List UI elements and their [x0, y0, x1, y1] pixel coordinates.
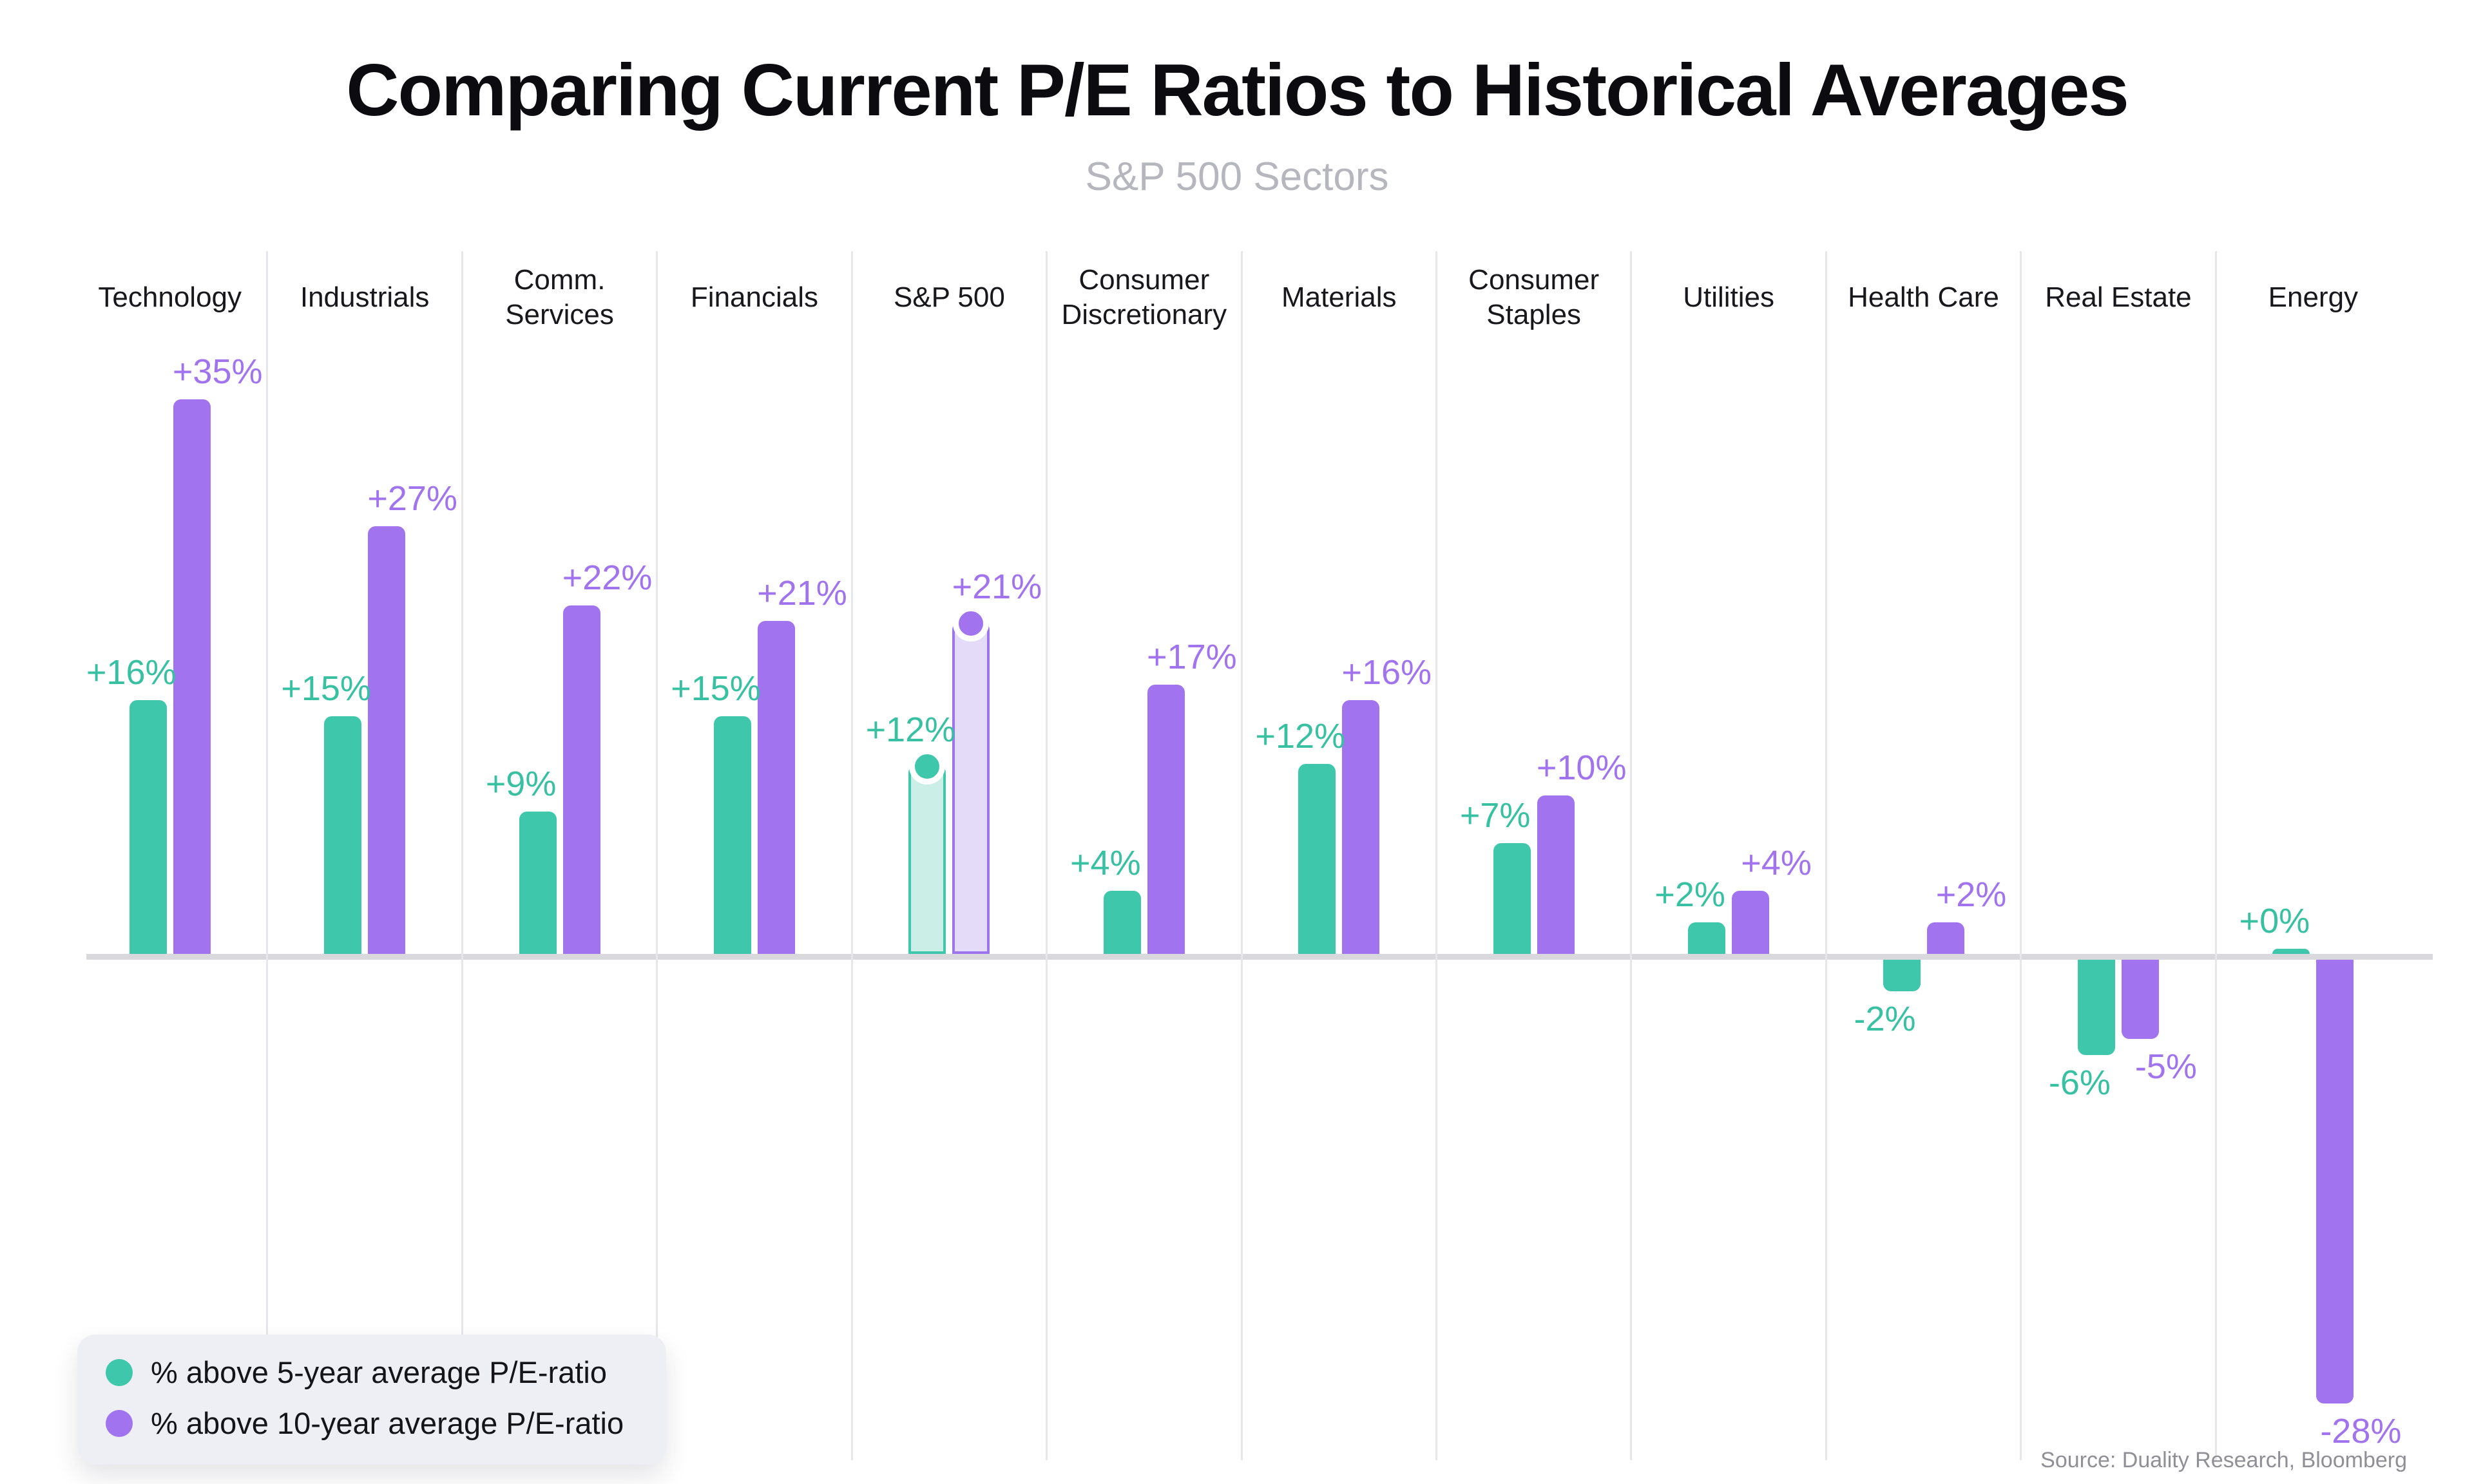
legend-item-10yr[interactable]: % above 10-year average P/E-ratio [106, 1405, 624, 1443]
zero-baseline [86, 954, 2433, 960]
category-label-financials: Financials [690, 281, 819, 314]
value-label-5yr-real-estate: -6% [2048, 1063, 2111, 1102]
category-label-real-estate: Real Estate [2045, 281, 2192, 314]
value-label-5yr-materials: +12% [1255, 717, 1346, 756]
bar-10yr-consumer-discretionary[interactable] [1147, 685, 1185, 954]
legend-label-10yr: % above 10-year average P/E-ratio [151, 1405, 624, 1440]
category-label-consumer-discretionary: Consumer Discretionary [1061, 264, 1227, 330]
bar-5yr-consumer-discretionary[interactable] [1103, 891, 1141, 954]
legend-dot-10yr-icon [106, 1410, 133, 1438]
chart-column-real-estate: Real Estate -6% -5% [2022, 251, 2217, 1460]
value-label-10yr-utilities: +4% [1741, 844, 1812, 882]
value-label-10yr-s-p-500: +21% [952, 567, 1042, 606]
bar-10yr-s-p-500[interactable] [952, 605, 990, 954]
bar-10yr-consumer-staples[interactable] [1537, 795, 1575, 954]
category-label-health-care: Health Care [1848, 281, 1999, 314]
value-label-5yr-utilities: +2% [1654, 875, 1725, 914]
bar-5yr-real-estate[interactable] [2077, 960, 2115, 1055]
category-label-industrials: Industrials [300, 281, 430, 314]
page-title: Comparing Current P/E Ratios to Historic… [346, 50, 2129, 131]
value-label-5yr-financials: +15% [671, 669, 761, 708]
bar-5yr-technology[interactable] [129, 700, 167, 954]
chart-columns: Technology +16% +35% Industrials +15% +27% Com… [73, 251, 2410, 1460]
value-label-10yr-health-care: +2% [1935, 875, 2007, 914]
value-label-10yr-industrials: +27% [367, 479, 457, 518]
bar-5yr-comm-services[interactable] [519, 812, 557, 954]
bar-5yr-financials[interactable] [713, 716, 751, 954]
category-label-technology: Technology [98, 281, 242, 314]
category-label-utilities: Utilities [1683, 281, 1774, 314]
bar-10yr-financials[interactable] [757, 621, 795, 954]
value-label-5yr-technology: +16% [86, 653, 177, 692]
chart-column-industrials: Industrials +15% +27% [268, 251, 463, 1460]
category-label-consumer-staples: Consumer Staples [1468, 264, 1600, 330]
value-label-10yr-materials: +16% [1341, 653, 1432, 692]
bar-5yr-s-p-500[interactable] [908, 748, 946, 954]
bar-5yr-industrials[interactable] [324, 716, 362, 954]
chart-column-s-p-500: S&P 500 +12% +21% [853, 251, 1048, 1460]
value-label-5yr-consumer-staples: +7% [1459, 796, 1531, 835]
value-label-5yr-health-care: -2% [1854, 1000, 1916, 1038]
page-subtitle: S&P 500 Sectors [1085, 155, 1389, 199]
bar-10yr-comm-services[interactable] [562, 605, 600, 954]
chart-column-utilities: Utilities +2% +4% [1632, 251, 1827, 1460]
value-label-5yr-industrials: +15% [281, 669, 371, 708]
chart-column-consumer-discretionary: Consumer Discretionary +4% +17% [1048, 251, 1243, 1460]
bar-5yr-materials[interactable] [1298, 764, 1336, 954]
bar-5yr-health-care[interactable] [1883, 960, 1921, 991]
bar-10yr-technology[interactable] [173, 399, 211, 954]
marker-dot-5yr-s-p-500 [909, 748, 946, 785]
chart-column-technology: Technology +16% +35% [73, 251, 269, 1460]
chart-column-health-care: Health Care -2% +2% [1827, 251, 2022, 1460]
value-label-5yr-energy: +0% [2239, 902, 2310, 940]
bar-10yr-industrials[interactable] [368, 526, 406, 954]
value-label-10yr-energy: -28% [2320, 1412, 2402, 1451]
bar-10yr-health-care[interactable] [1926, 922, 1964, 954]
value-label-10yr-comm-services: +22% [562, 558, 653, 597]
value-label-10yr-consumer-staples: +10% [1536, 748, 1627, 787]
value-label-10yr-technology: +35% [172, 352, 263, 391]
chart-column-comm-services: Comm. Services +9% +22% [463, 251, 658, 1460]
value-label-10yr-real-estate: -5% [2134, 1047, 2197, 1086]
value-label-5yr-comm-services: +9% [485, 765, 557, 803]
legend-label-5yr: % above 5-year average P/E-ratio [151, 1355, 607, 1389]
bar-5yr-consumer-staples[interactable] [1493, 843, 1531, 954]
category-label-energy: Energy [2268, 281, 2359, 314]
chart-area: Technology +16% +35% Industrials +15% +27% Com… [73, 251, 2433, 1460]
value-label-5yr-consumer-discretionary: +4% [1070, 844, 1141, 882]
category-label-s-p-500: S&P 500 [893, 281, 1005, 314]
bar-5yr-energy[interactable] [2272, 949, 2310, 954]
chart-column-energy: Energy +0% -28% [2217, 251, 2410, 1460]
marker-dot-10yr-s-p-500 [953, 605, 990, 642]
chart-column-consumer-staples: Consumer Staples +7% +10% [1437, 251, 1633, 1460]
value-label-10yr-financials: +21% [757, 574, 847, 613]
value-label-10yr-consumer-discretionary: +17% [1147, 638, 1237, 676]
bar-10yr-materials[interactable] [1342, 700, 1380, 954]
chart-column-materials: Materials +12% +16% [1243, 251, 1437, 1460]
legend-item-5yr[interactable]: % above 5-year average P/E-ratio [106, 1354, 624, 1392]
chart-column-financials: Financials +15% +21% [658, 251, 853, 1460]
bar-10yr-energy[interactable] [2316, 960, 2354, 1403]
category-label-comm-services: Comm. Services [505, 264, 614, 330]
chart-legend: % above 5-year average P/E-ratio % above… [77, 1335, 667, 1465]
value-label-5yr-s-p-500: +12% [865, 710, 956, 749]
legend-dot-5yr-icon [106, 1359, 133, 1387]
source-note: Source: Duality Research, Bloomberg [2040, 1448, 2407, 1472]
bar-5yr-utilities[interactable] [1688, 922, 1726, 954]
bar-10yr-real-estate[interactable] [2121, 960, 2159, 1039]
bar-10yr-utilities[interactable] [1732, 891, 1770, 954]
category-label-materials: Materials [1281, 281, 1397, 314]
